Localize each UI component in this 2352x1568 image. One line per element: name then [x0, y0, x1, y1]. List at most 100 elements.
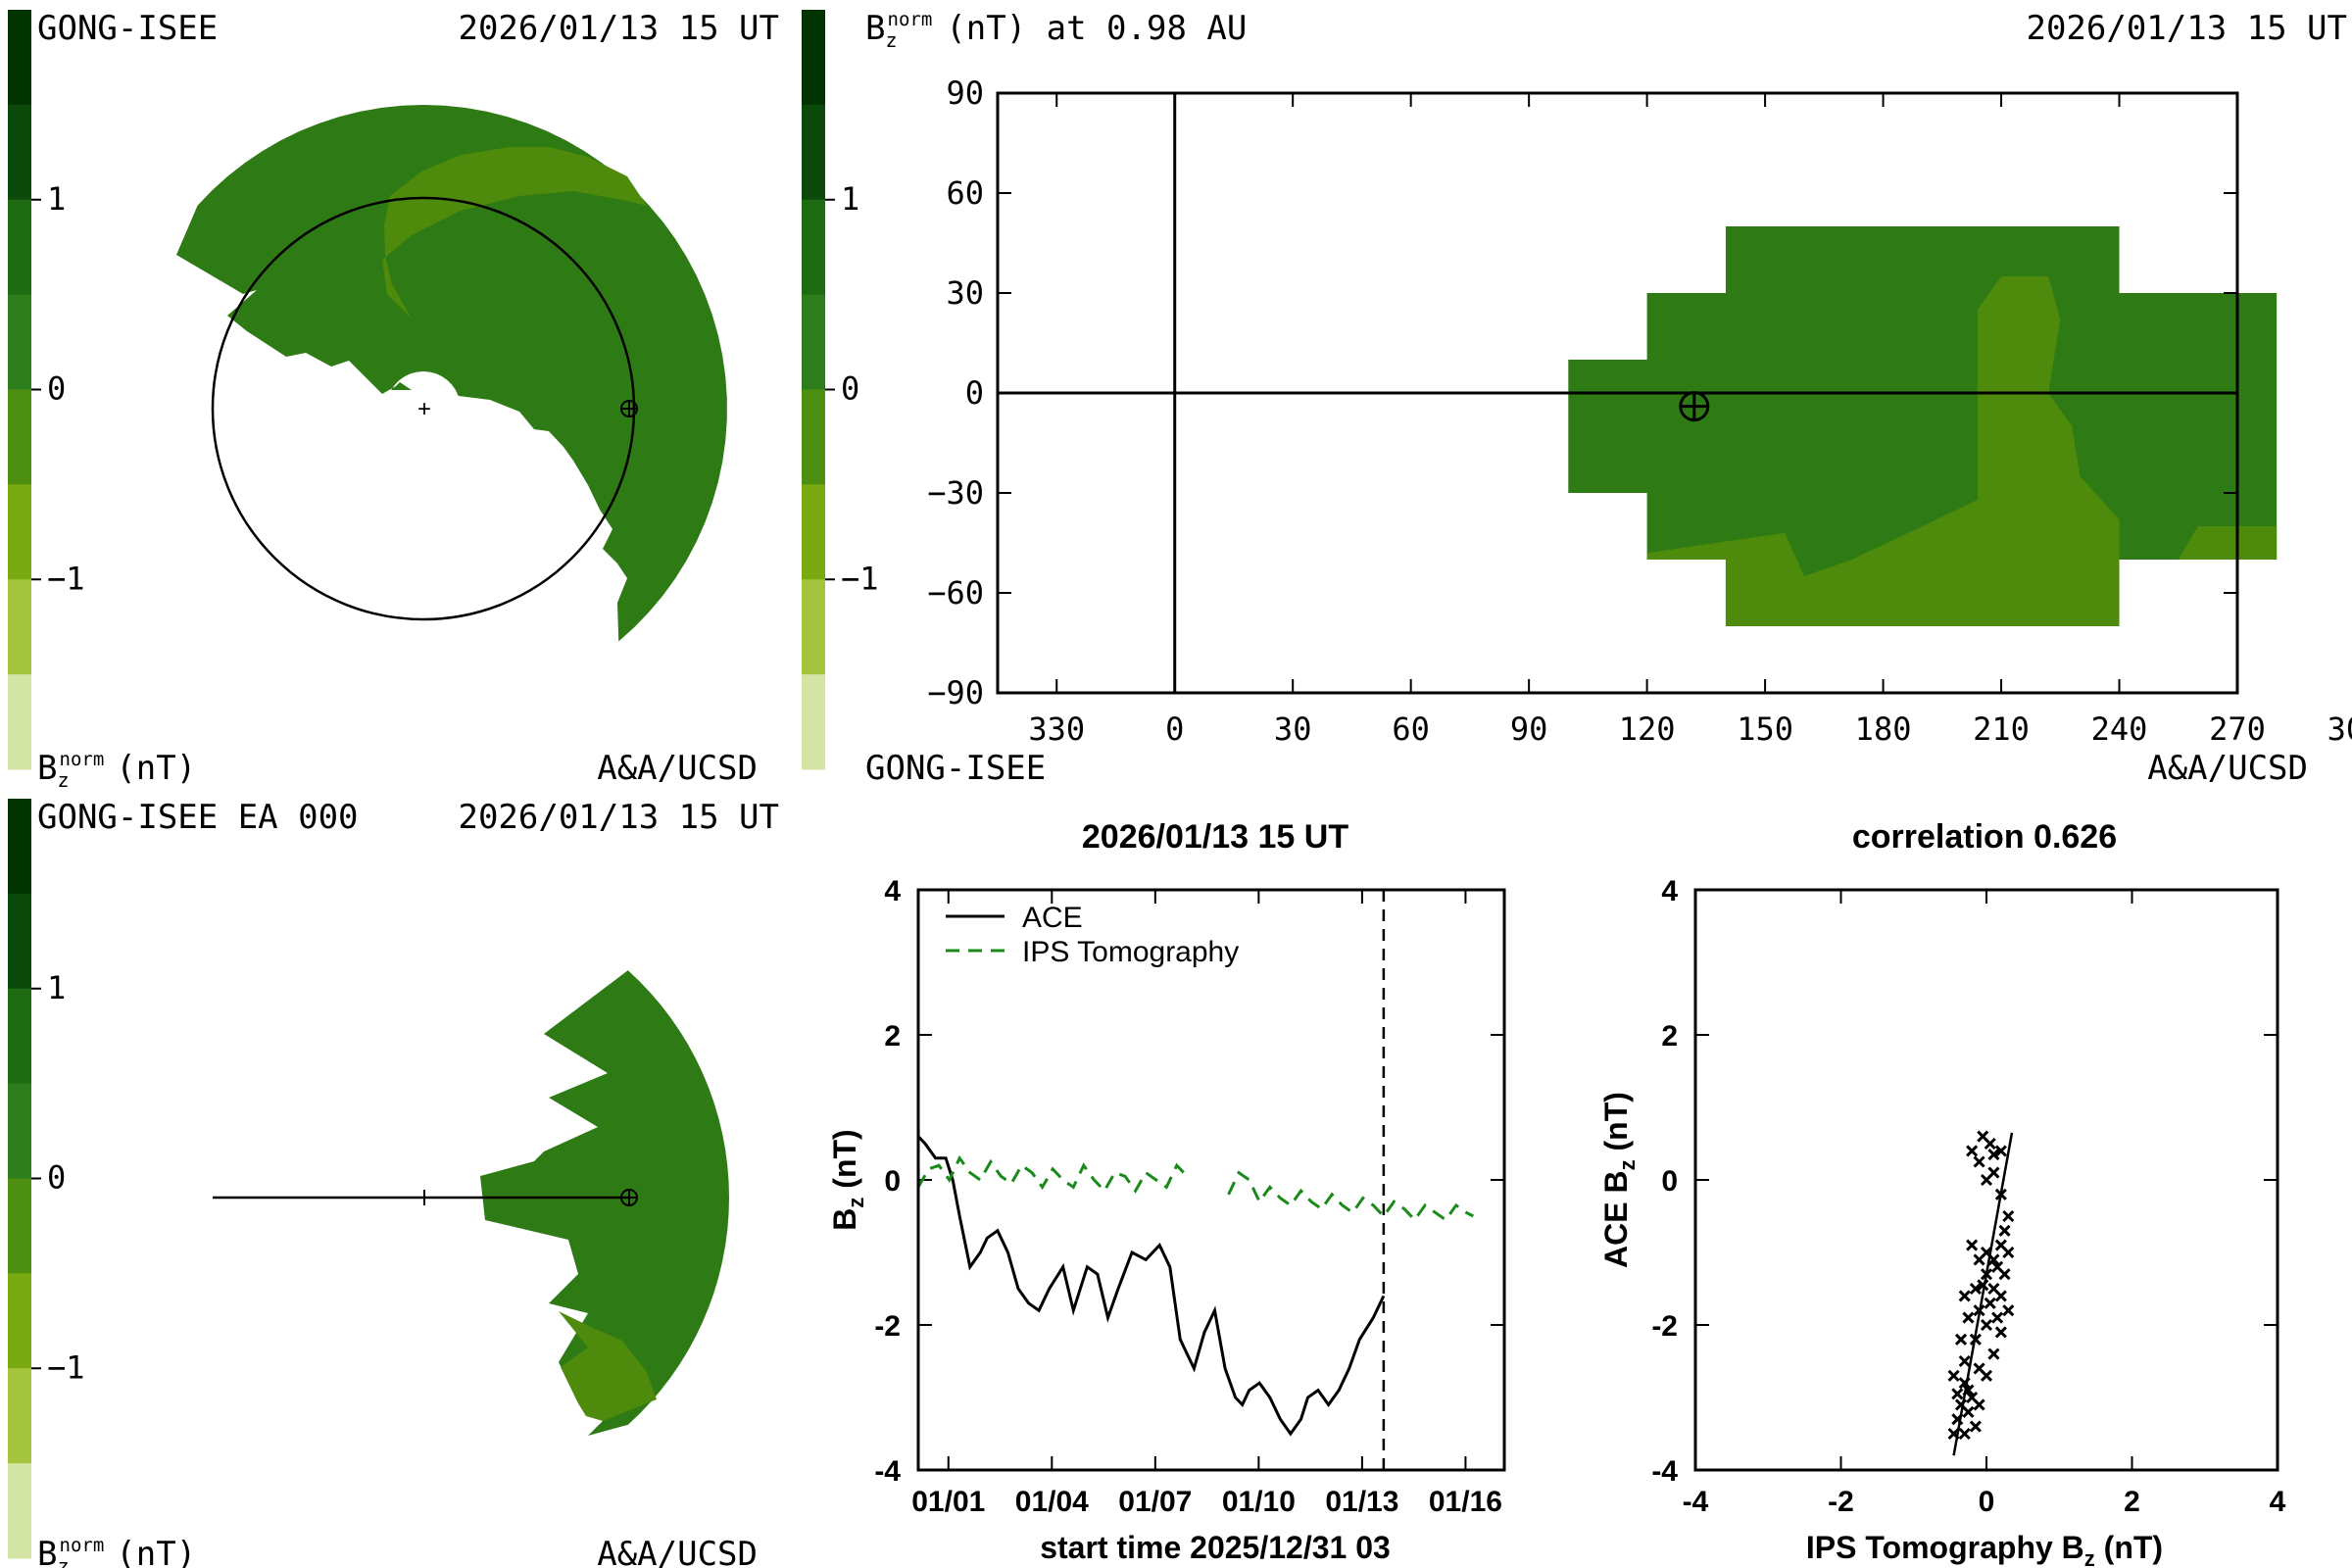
scatter-x-tick-label: 0 [1979, 1486, 1995, 1518]
time-series-legend: ACE IPS Tomography [946, 902, 1239, 968]
top-left-colorbar-label: Bznorm (nT) [37, 749, 196, 792]
bottom-left-credit: A&A/UCSD [597, 1535, 758, 1568]
map-x-tick-label: 60 [1392, 710, 1430, 748]
map-y-tick-label: 0 [965, 374, 984, 412]
scatter-point [1998, 1268, 2011, 1281]
scatter-point [1954, 1333, 1968, 1346]
scatter-fit-line [1952, 1132, 2014, 1456]
ips-tomography-line [916, 1154, 1475, 1223]
scatter-point [1969, 1282, 1982, 1296]
colorbar-segment [802, 579, 825, 675]
colorbar-tick-label: −1 [841, 560, 879, 597]
scatter-point [1994, 1145, 2007, 1157]
scatter-x-tick-label: -2 [1828, 1486, 1854, 1518]
map-x-tick-label: 120 [1619, 710, 1676, 748]
scatter-point [1991, 1311, 2004, 1324]
map-y-tick-label: −60 [927, 574, 984, 612]
scatter-ylabel: ACE Bz (nT) [1598, 1092, 1640, 1268]
panel-top-left: GONG-ISEE 2026/01/13 15 UT + Bznorm (nT) … [37, 9, 779, 792]
colorbar-segment [8, 799, 31, 895]
map-axes: 33003060901201501802102402703009060300−3… [927, 74, 2352, 748]
scatter-point [2002, 1304, 2015, 1317]
scatter-x-tick-label: 2 [2124, 1486, 2140, 1518]
scatter-y-tick-label: -4 [1651, 1455, 1678, 1488]
scatter-point [1987, 1348, 2000, 1360]
map-x-tick-label: 300 [2328, 710, 2352, 748]
scatter-point [1958, 1354, 1971, 1368]
scatter-y-tick-label: -2 [1651, 1310, 1678, 1343]
ts-y-tick-label: 4 [884, 875, 901, 907]
colorbar-segment [8, 893, 31, 990]
ts-x-tick-label: 01/01 [911, 1486, 985, 1518]
scatter-point [1947, 1369, 1960, 1382]
ts-y-tick-label: 0 [884, 1165, 901, 1198]
colorbar-tick-label: 0 [47, 370, 66, 408]
scatter-point [1980, 1369, 1993, 1382]
colorbar-segment [8, 988, 31, 1085]
time-series-frame [916, 888, 1506, 1472]
colorbar-tick-label: 1 [47, 969, 66, 1006]
time-series-axes: 4 2 0 -2 -4 01/01 01/04 01/07 01/10 01/13 01/16 [874, 875, 1504, 1518]
scatter-point [1998, 1224, 2011, 1237]
scatter-x-tick-label: -4 [1683, 1486, 1709, 1518]
time-series-ylabel: Bz (nT) [827, 1129, 868, 1230]
ts-x-tick-label: 01/07 [1118, 1486, 1192, 1518]
scatter-point [2002, 1209, 2015, 1223]
scatter-y-tick-label: 0 [1661, 1165, 1678, 1198]
scatter-point [1958, 1290, 1971, 1302]
scatter-point [1980, 1318, 1993, 1332]
sun-marker: + [417, 396, 431, 422]
legend-ips-label: IPS Tomography [1022, 936, 1239, 968]
earth-marker [620, 400, 638, 417]
bottom-left-colorbar-label: Bznorm (nT) [37, 1535, 196, 1568]
scatter-point [1984, 1297, 1996, 1309]
map-x-tick-label: 90 [1510, 710, 1548, 748]
colorbar-segment [8, 1273, 31, 1369]
scatter-point [1987, 1149, 2000, 1161]
map-x-tick-label: 180 [1855, 710, 1912, 748]
ts-y-tick-label: -2 [874, 1310, 901, 1343]
panel-scatter: correlation 0.626 4 2 0 -2 -4-4 -2 0 2 4 ACE Bz … [1598, 818, 2286, 1568]
colorbar-segment [802, 199, 825, 296]
scatter-point [1969, 1420, 1982, 1433]
scatter-points [1947, 1130, 2015, 1456]
meridional-field-map [480, 970, 729, 1436]
colorbar-top-left: 1 0 −1 [8, 10, 85, 770]
ecliptic-field-light [382, 147, 647, 318]
colorbar-segment [8, 1083, 31, 1179]
scatter-axes: 4 2 0 -2 -4-4 -2 0 2 4 [1651, 875, 2285, 1518]
map-x-tick-label: 240 [2091, 710, 2148, 748]
top-left-credit: A&A/UCSD [597, 749, 758, 788]
top-right-source: GONG-ISEE [865, 749, 1046, 788]
earth-marker-meridional [620, 1189, 638, 1206]
map-y-tick-label: −90 [927, 674, 984, 711]
map-earth-marker [1679, 391, 1710, 422]
colorbar-tick-label: 1 [47, 180, 66, 218]
colorbar-segment [8, 10, 31, 106]
scatter-point [1962, 1311, 1975, 1324]
colorbar-tick-label: −1 [47, 560, 85, 597]
ts-y-tick-label: -4 [874, 1455, 901, 1488]
scatter-point [1973, 1155, 1985, 1168]
colorbar-bottom-left: 1 0 −1 [8, 799, 85, 1559]
map-y-tick-label: 30 [946, 274, 984, 312]
colorbar-segment [8, 199, 31, 296]
scatter-y-tick-label: 2 [1661, 1020, 1678, 1053]
latlon-field-map [1568, 226, 2278, 626]
scatter-point [1980, 1173, 1993, 1187]
scatter-point [1966, 1239, 1979, 1251]
map-x-tick-label: 330 [1028, 710, 1085, 748]
colorbar-tick-label: 1 [841, 180, 859, 218]
map-y-tick-label: 90 [946, 74, 984, 112]
ecliptic-field-dark [176, 105, 727, 642]
scatter-point [1962, 1405, 1975, 1418]
map-y-tick-label: 60 [946, 174, 984, 212]
scatter-point [1994, 1290, 2007, 1302]
ace-line [916, 1135, 1386, 1437]
scatter-point [1958, 1427, 1971, 1441]
ecliptic-field-map [176, 105, 727, 642]
scatter-point [1973, 1253, 1985, 1266]
colorbar-segment [802, 104, 825, 201]
colorbar-tick-label: 0 [841, 370, 859, 408]
scatter-y-tick-label: 4 [1661, 875, 1678, 907]
